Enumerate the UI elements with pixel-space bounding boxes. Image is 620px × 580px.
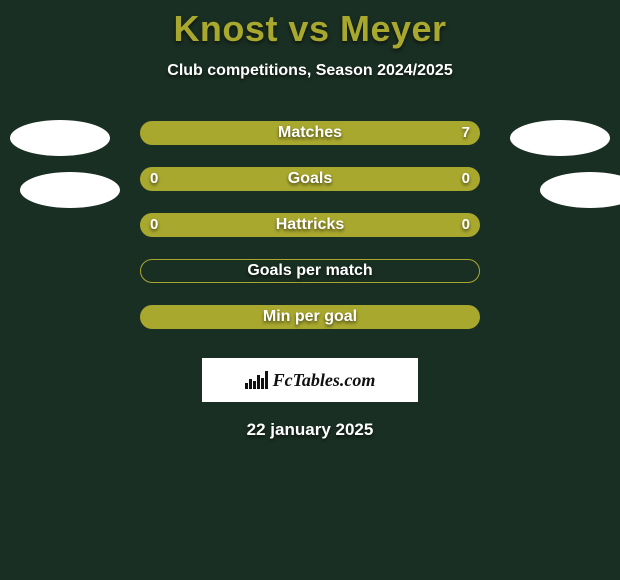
stat-pill: Goals per match: [140, 259, 480, 283]
snapshot-date: 22 january 2025: [0, 420, 620, 440]
page-title: Knost vs Meyer: [0, 8, 620, 50]
stat-pill: Goals: [140, 167, 480, 191]
stat-value-left: 0: [150, 216, 158, 233]
stat-label: Goals: [288, 170, 332, 188]
stat-value-right: 0: [462, 170, 470, 187]
stat-pill: Min per goal: [140, 305, 480, 329]
stat-label: Matches: [278, 124, 342, 142]
stat-row-goals: Goals 0 0: [0, 156, 620, 202]
stat-pill: Hattricks: [140, 213, 480, 237]
fctables-logo[interactable]: FcTables.com: [202, 358, 418, 402]
stat-pill: Matches: [140, 121, 480, 145]
stat-label: Goals per match: [247, 262, 372, 280]
stat-value-right: 0: [462, 216, 470, 233]
stat-value-right: 7: [462, 124, 470, 141]
stat-label: Hattricks: [276, 216, 344, 234]
stat-row-min-per-goal: Min per goal: [0, 294, 620, 340]
stat-value-left: 0: [150, 170, 158, 187]
stat-label: Min per goal: [263, 308, 357, 326]
page-subtitle: Club competitions, Season 2024/2025: [0, 62, 620, 80]
logo-text: FcTables.com: [273, 370, 376, 391]
bar-chart-icon: [245, 371, 267, 389]
stats-card: Knost vs Meyer Club competitions, Season…: [0, 0, 620, 580]
stat-row-hattricks: Hattricks 0 0: [0, 202, 620, 248]
stat-row-matches: Matches 7: [0, 110, 620, 156]
stat-row-goals-per-match: Goals per match: [0, 248, 620, 294]
